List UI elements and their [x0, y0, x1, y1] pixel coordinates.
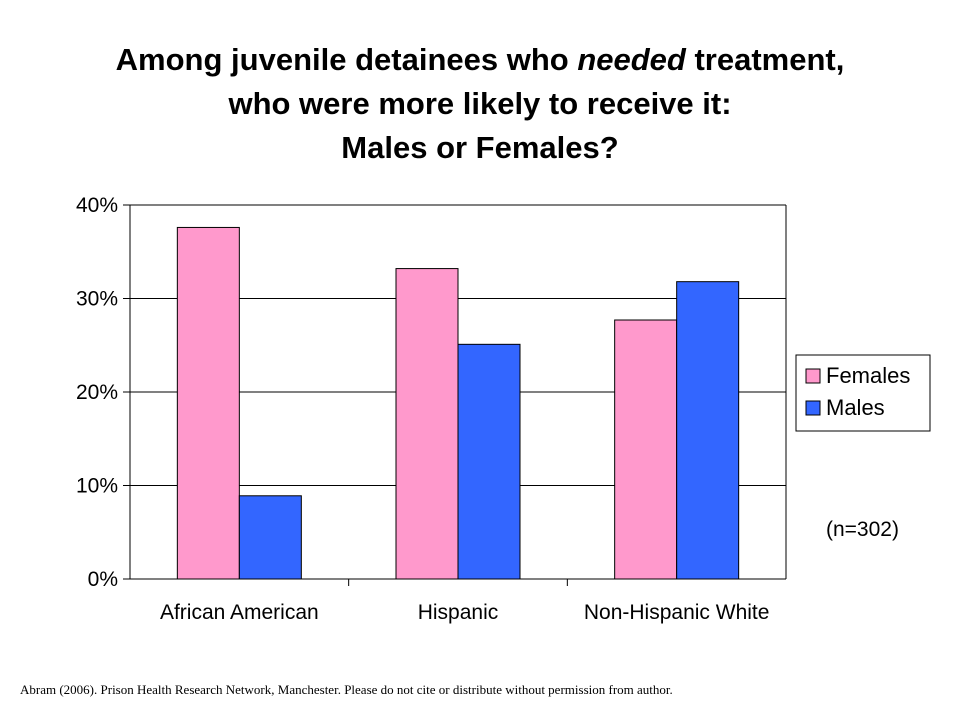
- title-line-1: Among juvenile detainees who needed trea…: [0, 38, 960, 82]
- legend-swatch-males: [805, 400, 821, 416]
- y-tick-label: 10%: [76, 475, 118, 498]
- legend-box: [795, 354, 931, 432]
- bar-females-1: [395, 268, 459, 580]
- bar-males-0: [238, 495, 302, 580]
- legend-label-males: Males: [826, 395, 885, 420]
- legend: Females Males: [795, 354, 931, 432]
- bar-males-1: [457, 343, 521, 580]
- bar-males-2: [676, 281, 740, 580]
- x-tick-labels: African American Hispanic Non-Hispanic Whi…: [160, 601, 769, 624]
- legend-label-females: Females: [826, 363, 910, 388]
- y-tick-labels: 0% 10% 20% 30% 40%: [76, 194, 118, 591]
- title-line-2: who were more likely to receive it:: [228, 86, 732, 121]
- title-line-1-end: treatment,: [685, 42, 845, 77]
- y-tick-label: 0%: [88, 568, 118, 591]
- x-tick-label: Hispanic: [418, 601, 499, 624]
- y-tick-label: 30%: [76, 288, 118, 311]
- axes: [123, 204, 787, 586]
- legend-swatch-females: [805, 368, 821, 384]
- source-footer: Abram (2006). Prison Health Research Net…: [20, 682, 673, 697]
- title-line-1-emphasis: needed: [577, 42, 686, 77]
- y-tick-label: 40%: [76, 194, 118, 217]
- bar-females-0: [176, 226, 240, 580]
- x-tick-label: African American: [160, 601, 319, 624]
- bars: [176, 226, 740, 580]
- title-line-3: Males or Females?: [341, 130, 619, 165]
- y-tick-label: 20%: [76, 381, 118, 404]
- x-tick-label: Non-Hispanic White: [584, 601, 770, 624]
- bar-females-2: [614, 319, 678, 580]
- title-line-1-start: Among juvenile detainees who: [115, 42, 578, 77]
- sample-size-note: (n=302): [826, 518, 899, 541]
- chart-title: Among juvenile detainees who needed trea…: [0, 38, 960, 170]
